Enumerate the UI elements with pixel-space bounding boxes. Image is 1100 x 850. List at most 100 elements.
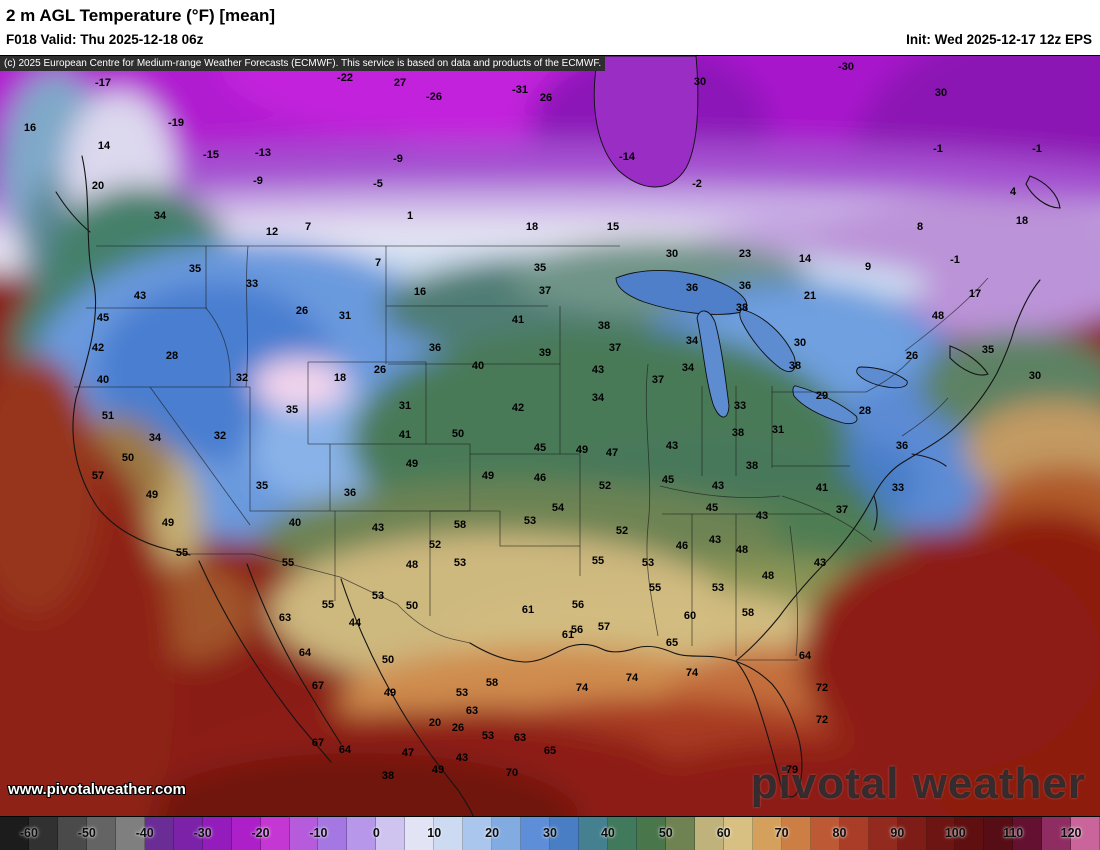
temp-label: 55 bbox=[281, 557, 295, 569]
temp-label: 45 bbox=[96, 312, 110, 324]
temp-label: 43 bbox=[371, 522, 385, 534]
temp-label: 48 bbox=[735, 544, 749, 556]
temp-label: 43 bbox=[591, 364, 605, 376]
temp-label: 14 bbox=[798, 253, 812, 265]
temp-label: 64 bbox=[798, 650, 812, 662]
temp-label: 30 bbox=[793, 337, 807, 349]
temp-label: 79 bbox=[785, 764, 799, 776]
colorbar-segment bbox=[1071, 817, 1100, 850]
temp-label: 53 bbox=[481, 730, 495, 742]
temperature-field bbox=[0, 56, 1100, 816]
colorbar-tick-label: 80 bbox=[832, 826, 847, 840]
temp-label: 49 bbox=[575, 444, 589, 456]
temp-label: 36 bbox=[428, 342, 442, 354]
temp-label: 37 bbox=[608, 342, 622, 354]
temp-label: 34 bbox=[685, 335, 699, 347]
colorbar-segment bbox=[376, 817, 406, 850]
temp-label: 55 bbox=[175, 547, 189, 559]
valid-time-label: F018 Valid: Thu 2025-12-18 06z bbox=[6, 32, 204, 47]
temp-label: 43 bbox=[665, 440, 679, 452]
temp-label: -13 bbox=[255, 147, 271, 159]
temp-label: 42 bbox=[511, 402, 525, 414]
temp-label: 65 bbox=[665, 637, 679, 649]
temp-label: 49 bbox=[383, 687, 397, 699]
temp-label: 40 bbox=[471, 360, 485, 372]
lake-huron bbox=[739, 309, 796, 372]
colorbar-segment bbox=[926, 817, 956, 850]
colorbar-segment bbox=[781, 817, 811, 850]
temp-label: 31 bbox=[398, 400, 412, 412]
pivotal-weather-logo: pivotal weather bbox=[750, 759, 1086, 808]
temp-label: 38 bbox=[597, 320, 611, 332]
temp-label: 49 bbox=[481, 470, 495, 482]
temp-label: 56 bbox=[570, 624, 584, 636]
temp-label: 36 bbox=[685, 282, 699, 294]
colorbar-tick-label: 100 bbox=[944, 826, 966, 840]
colorbar-tick-label: 30 bbox=[543, 826, 557, 840]
colorbar-segment bbox=[289, 817, 319, 850]
temp-label: 27 bbox=[393, 77, 407, 89]
temp-label: -2 bbox=[692, 178, 702, 190]
temp-label: 38 bbox=[735, 302, 749, 314]
temp-labels-layer: -17 -22 27 -26 -31 26 30 -30 30 16 -19 14 -15 -13 -9 -1… bbox=[0, 56, 1100, 816]
colorbar-tick-label: 0 bbox=[372, 826, 380, 840]
temp-label: -1 bbox=[1032, 143, 1042, 155]
lake-erie bbox=[792, 385, 858, 425]
colorbar-segment bbox=[115, 817, 145, 850]
temp-label: 54 bbox=[551, 502, 565, 514]
temp-label: 18 bbox=[333, 372, 347, 384]
temp-label: 12 bbox=[265, 226, 279, 238]
temp-label: -5 bbox=[373, 178, 383, 190]
temp-label: 56 bbox=[571, 599, 585, 611]
colorbar-tick-label: 50 bbox=[658, 826, 673, 840]
temp-label: 4 bbox=[1009, 186, 1017, 198]
temp-label: -14 bbox=[619, 151, 635, 163]
temp-label: 49 bbox=[405, 458, 419, 470]
temp-label: 64 bbox=[298, 647, 312, 659]
temp-label: 35 bbox=[188, 263, 202, 275]
temp-label: 43 bbox=[708, 534, 722, 546]
temp-label: 43 bbox=[755, 510, 769, 522]
pivotalweather-url-watermark: www.pivotalweather.com bbox=[8, 781, 186, 798]
temp-label: 36 bbox=[738, 280, 752, 292]
colorbar-segment bbox=[260, 817, 290, 850]
temp-label: -9 bbox=[253, 175, 263, 187]
temp-label: 63 bbox=[465, 705, 479, 717]
temp-label: 26 bbox=[451, 722, 465, 734]
water-bodies bbox=[593, 56, 908, 425]
temp-label: 26 bbox=[373, 364, 387, 376]
temp-label: 40 bbox=[288, 517, 302, 529]
temp-label: 41 bbox=[815, 482, 829, 494]
colorbar-segment bbox=[955, 817, 985, 850]
temp-label: 38 bbox=[381, 770, 395, 782]
temp-label: 55 bbox=[648, 582, 662, 594]
colorbar-ticks: -60 -50 -40 -30 -20 -10 0 10 20 30 40 50 60 70 80 90 100… bbox=[0, 817, 1100, 850]
colorbar-segment bbox=[752, 817, 782, 850]
temp-label: 30 bbox=[693, 76, 707, 88]
temp-label: 30 bbox=[665, 248, 679, 260]
ecmwf-copyright: (c) 2025 European Centre for Medium-rang… bbox=[0, 56, 606, 71]
temp-label: 48 bbox=[931, 310, 945, 322]
colorbar-segment bbox=[202, 817, 232, 850]
temp-label: 45 bbox=[533, 442, 547, 454]
temp-label: -31 bbox=[512, 84, 528, 96]
colorbar-tick-label: 40 bbox=[600, 826, 615, 840]
colorbar-segment bbox=[57, 817, 87, 850]
temp-label: 67 bbox=[311, 737, 325, 749]
temp-label: 48 bbox=[405, 559, 419, 571]
temp-label: 40 bbox=[96, 374, 110, 386]
temp-label: 8 bbox=[916, 221, 924, 233]
colorbar-segment bbox=[492, 817, 522, 850]
temp-label: 16 bbox=[413, 286, 427, 298]
colorbar-segment bbox=[1042, 817, 1072, 850]
colorbar: -60 -50 -40 -30 -20 -10 0 10 20 30 40 50 60 70 80 90 100… bbox=[0, 816, 1100, 850]
temp-label: -22 bbox=[337, 72, 353, 84]
temp-label: 65 bbox=[543, 745, 557, 757]
temp-label: 23 bbox=[738, 248, 752, 260]
temp-label: 16 bbox=[23, 122, 37, 134]
temp-label: 20 bbox=[91, 180, 105, 192]
temp-label: 34 bbox=[148, 432, 162, 444]
temp-label: 38 bbox=[745, 460, 759, 472]
lake-michigan bbox=[696, 310, 730, 418]
temp-label: 36 bbox=[895, 440, 909, 452]
